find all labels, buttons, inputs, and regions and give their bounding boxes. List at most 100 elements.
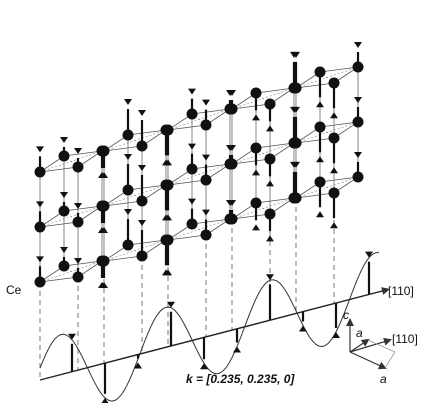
spin-head (266, 274, 274, 280)
ce-atom (329, 78, 340, 89)
ce-atom (227, 159, 238, 170)
ce-atom (353, 117, 364, 128)
ce-atom (265, 154, 276, 165)
a-label: a (356, 326, 363, 340)
ce-atom (201, 230, 212, 241)
spin-head (316, 156, 324, 162)
ce-atom (291, 138, 302, 149)
ce-atom (353, 62, 364, 73)
ce-atom (35, 167, 46, 178)
ce-atom (123, 240, 134, 251)
spin-head (316, 211, 324, 217)
spin-head (233, 347, 241, 353)
spin-head (188, 89, 196, 95)
ce-atom (265, 209, 276, 220)
spin-head (124, 99, 132, 105)
axis-guide (385, 352, 395, 368)
ce-atom (227, 104, 238, 115)
spin-head (266, 235, 274, 241)
spin-head (138, 220, 146, 226)
spin-head (60, 137, 68, 143)
ce-atom (291, 193, 302, 204)
atom-label: Ce (6, 283, 22, 297)
ce-atom (59, 151, 70, 162)
spin-head (124, 154, 132, 160)
spin-head (138, 165, 146, 171)
ce-atom (163, 180, 174, 191)
spin-head (252, 224, 260, 230)
spin-head (202, 210, 210, 216)
ce-atom (291, 83, 302, 94)
ce-atom (59, 261, 70, 272)
ce-atom (187, 109, 198, 120)
spin-head (188, 144, 196, 150)
a-label: a (380, 372, 387, 386)
ce-atom (35, 277, 46, 288)
spin-head (60, 247, 68, 253)
spin-head (202, 155, 210, 161)
ce-atom (265, 99, 276, 110)
ce-atom (227, 214, 238, 225)
spin-head (36, 256, 44, 262)
ce-atom (163, 235, 174, 246)
axes-inset: c a a [110] (343, 308, 418, 386)
spin-head (60, 192, 68, 198)
ce-atom (35, 222, 46, 233)
spin-head (101, 398, 109, 403)
spin-head (74, 148, 82, 154)
ce-atom (123, 130, 134, 141)
ce-atom (315, 177, 326, 188)
ce-atom (73, 272, 84, 283)
ce-atom (163, 125, 174, 136)
ce-atom (329, 133, 340, 144)
lattice (35, 42, 364, 380)
spin-head (36, 146, 44, 152)
spin-head (252, 114, 260, 120)
a-axis (350, 352, 385, 368)
wavevector-label: k = [0.235, 0.235, 0] (186, 372, 295, 386)
ce-atom (59, 206, 70, 217)
ce-atom (251, 143, 262, 154)
spin-head (188, 199, 196, 205)
spin-head (138, 110, 146, 116)
ce-atom (251, 88, 262, 99)
direction-label: [110] (388, 284, 414, 298)
ce-atom (315, 67, 326, 78)
a-axis (350, 340, 368, 352)
spin-head (354, 42, 362, 48)
spin-head (202, 100, 210, 106)
ce-atom (201, 175, 212, 186)
spin-head (354, 152, 362, 158)
ce-atom (73, 217, 84, 228)
ce-atom (251, 198, 262, 209)
spin-head (252, 169, 260, 175)
spin-head (74, 203, 82, 209)
spin-head (332, 332, 340, 338)
spin-head (124, 209, 132, 215)
c-label: c (343, 308, 349, 322)
spin-head (200, 363, 208, 369)
ce-atom (137, 141, 148, 152)
ce-atom (187, 219, 198, 230)
ce-atom (73, 162, 84, 173)
ce-atom (99, 256, 110, 267)
ce-atom (353, 172, 364, 183)
ce-atom (123, 185, 134, 196)
spin-head (330, 112, 338, 118)
ce-atom (329, 188, 340, 199)
direction-axis (350, 340, 390, 352)
direction-label: [110] (392, 332, 418, 346)
ce-atom (187, 164, 198, 175)
spin-head (354, 97, 362, 103)
ce-atom (137, 251, 148, 262)
page: {"labels": {"atom": "Ce", "direction": "… (0, 0, 422, 403)
spin-head (36, 201, 44, 207)
spin-head (299, 325, 307, 331)
ce-atom (99, 201, 110, 212)
ce-atom (99, 146, 110, 157)
spin-head (330, 222, 338, 228)
spin-head (266, 125, 274, 131)
ce-atom (137, 196, 148, 207)
spin-head (330, 167, 338, 173)
spin-head (316, 101, 324, 107)
